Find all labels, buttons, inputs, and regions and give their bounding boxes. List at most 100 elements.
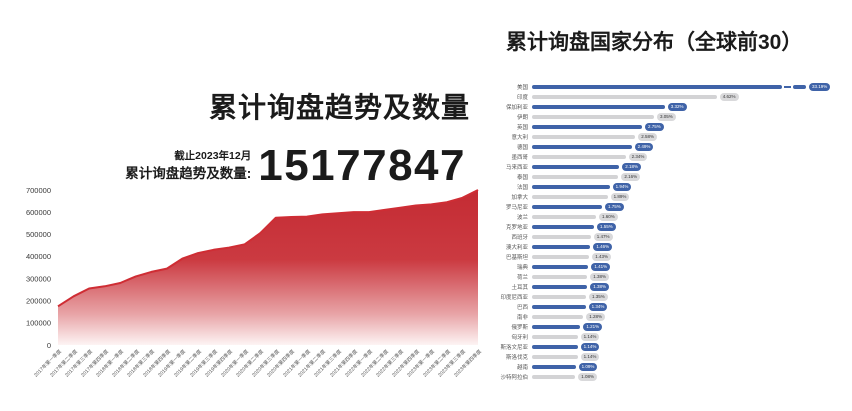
value-badge: 33.19% [809,83,831,91]
value-badge: 2.34% [628,153,648,161]
country-bar [532,274,588,280]
country-label: 波兰 [516,215,528,221]
value-badge: 1.34% [588,303,608,311]
bar-row: 印度尼西亚 1.35% [492,292,850,302]
trend-area-fill [58,190,478,345]
country-label: 匈牙利 [511,335,528,341]
bar-row: 斯洛文尼亚 1.14% [492,342,850,352]
country-distribution-section: 累计询盘国家分布（全球前30） 美国 33.19% 印度 4.62% 保加利亚 3.32%… [492,28,850,382]
bar-row: 澳大利亚 1.46% [492,242,850,252]
country-bar [532,344,578,350]
bar-row: 克罗地亚 1.55% [492,222,850,232]
bar-row: 英国 2.75% [492,122,850,132]
value-badge: 1.08% [578,373,597,381]
country-label: 俄罗斯 [511,325,528,331]
x-axis-labels: 2017年第一季度 2017年第二季度 2017年第三季度 2017年第四季度 2018… [0,348,490,411]
value-badge: 1.09% [578,363,598,371]
y-axis-tick: 100000 [26,319,51,328]
bar-row: 美国 33.19% [492,82,850,92]
bar-row: 罗马尼亚 1.75% [492,202,850,212]
bar-row: 荷兰 1.38% [492,272,850,282]
value-badge: 1.60% [599,213,618,221]
bar-row: 斯洛伐克 1.14% [492,352,850,362]
value-badge: 1.43% [592,253,611,261]
trend-chart-title: 累计询盘趋势及数量 [208,92,470,123]
country-bar [532,314,584,320]
y-axis-tick: 200000 [26,297,51,306]
bar-row: 土耳其 1.38% [492,282,850,292]
y-axis-tick: 0 [47,341,51,350]
inquiry-trend-section: 累计询盘趋势及数量 截止2023年12月 累计询盘趋势及数量: 15177847… [0,92,490,411]
axis-break-icon [784,86,791,88]
trend-total-labels: 截止2023年12月 累计询盘趋势及数量: [125,149,251,187]
country-label: 克罗地亚 [505,225,528,231]
value-badge: 1.75% [605,203,624,211]
trend-total-stats: 截止2023年12月 累计询盘趋势及数量: 15177847 [125,141,466,190]
country-bar [532,154,626,160]
country-label: 澳大利亚 [505,245,528,251]
country-label: 土耳其 [511,285,528,291]
country-bar [532,294,586,300]
bar-row: 伊朗 3.05% [492,112,850,122]
country-bar [532,204,602,210]
country-bar-overflow-segment [793,84,806,90]
country-label: 保加利亚 [505,105,528,111]
value-badge: 1.46% [593,243,613,251]
country-bar [532,174,619,180]
bar-row: 匈牙利 1.14% [492,332,850,342]
country-bar [532,304,586,310]
asof-date-label: 截止2023年12月 [174,149,252,162]
value-badge: 1.38% [590,283,609,291]
bar-row: 保加利亚 3.32% [492,102,850,112]
country-bar [532,84,782,90]
bar-row: 印度 4.62% [492,92,850,102]
value-badge: 1.55% [597,223,616,231]
bar-row: 南非 1.28% [492,312,850,322]
bar-row: 越南 1.09% [492,362,850,372]
country-label: 巴基斯坦 [505,255,528,261]
country-bar [532,324,581,330]
y-axis-tick: 300000 [26,274,51,283]
country-label: 法国 [516,185,528,191]
y-axis-tick: 500000 [26,230,51,239]
country-label: 马来西亚 [505,165,528,171]
value-badge: 1.41% [591,263,611,271]
country-bar [532,164,620,170]
value-badge: 1.14% [580,353,600,361]
country-bar [532,184,610,190]
trend-line [57,189,479,308]
value-badge: 2.49% [634,143,654,151]
country-bar [532,234,591,240]
country-label: 意大利 [511,135,528,141]
country-label: 西班牙 [511,235,528,241]
country-bar-chart: 美国 33.19% 印度 4.62% 保加利亚 3.32% 伊朗 3.05% 英国 2.75% 意大… [492,82,850,382]
value-badge: 1.14% [580,333,600,341]
trend-area-chart: 0 100000 200000 300000 400000 500000 600000 700… [0,186,490,411]
value-badge: 2.75% [645,123,664,131]
country-bar [532,334,578,340]
country-bar [532,224,594,230]
country-label: 瑞典 [516,265,528,271]
value-badge: 1.89% [610,193,630,201]
bar-row: 沙特阿拉伯 1.08% [492,372,850,382]
value-badge: 1.28% [586,313,605,321]
total-count-value: 15177847 [258,141,466,190]
country-label: 加拿大 [511,195,528,201]
bar-row: 德国 2.49% [492,142,850,152]
value-badge: 4.62% [719,93,739,101]
country-label: 越南 [516,365,528,371]
value-badge: 1.94% [612,183,632,191]
country-bar [532,114,654,120]
bar-row: 马来西亚 2.18% [492,162,850,172]
country-label: 德国 [516,145,528,151]
value-badge: 3.05% [657,113,676,121]
bar-row: 墨西哥 2.34% [492,152,850,162]
country-label: 斯洛伐克 [505,355,528,361]
value-badge: 1.14% [580,343,600,351]
value-badge: 2.18% [622,163,641,171]
country-bar [532,364,576,370]
bar-row: 法国 1.94% [492,182,850,192]
country-bar [532,354,578,360]
country-bar [532,104,665,110]
country-label: 伊朗 [516,115,528,121]
